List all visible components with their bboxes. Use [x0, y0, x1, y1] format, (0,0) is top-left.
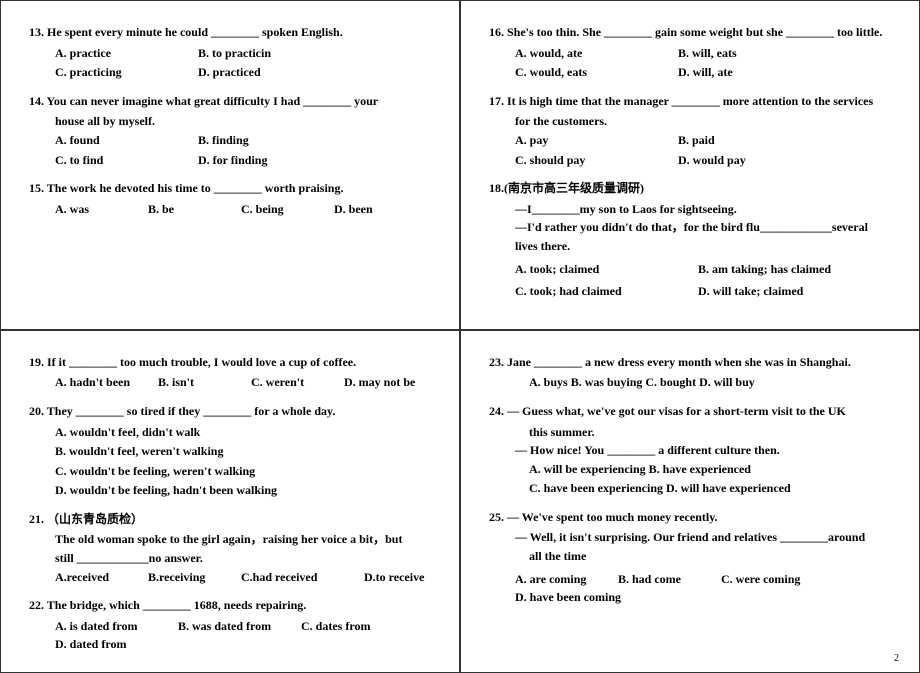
q22-opt-b: B. was dated from	[178, 617, 298, 636]
q17-opt-c: C. should pay	[515, 151, 675, 170]
question-19: 19. If it ________ too much trouble, I w…	[29, 353, 439, 392]
question-14: 14. You can never imagine what great dif…	[29, 92, 439, 169]
q22-text: 22. The bridge, which ________ 1688, nee…	[29, 596, 439, 615]
q19-opt-d: D. may not be	[344, 373, 415, 392]
q21-opt-c: C.had received	[241, 568, 361, 587]
q24-line2: this summer.	[489, 423, 899, 442]
q25-line2: — Well, it isn't surprising. Our friend …	[489, 528, 899, 547]
q25-opt-c: C. were coming	[721, 570, 841, 589]
q21-opt-d: D.to receive	[364, 568, 424, 587]
q19-opt-a: A. hadn't been	[55, 373, 155, 392]
q23-opt-d: D. will buy	[699, 375, 755, 389]
q22-opt-d: D. dated from	[55, 635, 126, 654]
q24-opt-b: B. have experienced	[649, 462, 751, 476]
cell-bottom-right: 23. Jane ________ a new dress every mont…	[460, 330, 920, 673]
q22-opt-a: A. is dated from	[55, 617, 175, 636]
q15-text: 15. The work he devoted his time to ____…	[29, 179, 439, 198]
q16-opt-a: A. would, ate	[515, 44, 675, 63]
question-22: 22. The bridge, which ________ 1688, nee…	[29, 596, 439, 654]
q19-opt-c: C. weren't	[251, 373, 341, 392]
question-24: 24. — Guess what, we've got our visas fo…	[489, 402, 899, 498]
q21-line2: still ____________no answer.	[29, 549, 439, 568]
question-23: 23. Jane ________ a new dress every mont…	[489, 353, 899, 392]
q13-opt-d: D. practiced	[198, 63, 261, 82]
q13-opt-b: B. to practicin	[198, 44, 271, 63]
q24-opt-a: A. will be experiencing	[529, 462, 646, 476]
q18-opt-b: B. am taking; has claimed	[698, 260, 831, 279]
q14-opt-c: C. to find	[55, 151, 195, 170]
q16-opt-d: D. will, ate	[678, 63, 733, 82]
q24-opt-c: C. have been experiencing	[529, 481, 663, 495]
q21-label: 21. （山东青岛质检）	[29, 510, 439, 529]
q14-text2: house all by myself.	[29, 112, 439, 131]
q15-opt-d: D. been	[334, 200, 373, 219]
q15-opt-a: A. was	[55, 200, 145, 219]
q18-opt-a: A. took; claimed	[515, 260, 695, 279]
q17-text2: for the customers.	[489, 112, 899, 131]
q24-line3: — How nice! You ________ a different cul…	[489, 441, 899, 460]
q13-opt-a: A. practice	[55, 44, 195, 63]
q22-opt-c: C. dates from	[301, 617, 401, 636]
q20-text: 20. They ________ so tired if they _____…	[29, 402, 439, 421]
q14-opt-b: B. finding	[198, 131, 249, 150]
q23-opt-c: C. bought	[645, 375, 696, 389]
question-16: 16. She's too thin. She ________ gain so…	[489, 23, 899, 82]
q25-line3: all the time	[489, 547, 899, 566]
question-13: 13. He spent every minute he could _____…	[29, 23, 439, 82]
question-25: 25. — We've spent too much money recentl…	[489, 508, 899, 607]
cell-top-left: 13. He spent every minute he could _____…	[0, 0, 460, 330]
q18-label: 18.(南京市高三年级质量调研)	[489, 179, 899, 198]
page-number: 2	[894, 651, 899, 667]
q16-text: 16. She's too thin. She ________ gain so…	[489, 23, 899, 42]
q21-opt-b: B.receiving	[148, 568, 238, 587]
q14-opt-d: D. for finding	[198, 151, 267, 170]
q20-opt-a: A. wouldn't feel, didn't walk	[29, 423, 439, 442]
q18-opt-d: D. will take; claimed	[698, 282, 803, 301]
question-21: 21. （山东青岛质检） The old woman spoke to the …	[29, 510, 439, 586]
q20-opt-c: C. wouldn't be feeling, weren't walking	[29, 462, 439, 481]
question-20: 20. They ________ so tired if they _____…	[29, 402, 439, 500]
question-15: 15. The work he devoted his time to ____…	[29, 179, 439, 218]
q23-opt-b: B. was buying	[571, 375, 643, 389]
q17-opt-d: D. would pay	[678, 151, 746, 170]
q23-text: 23. Jane ________ a new dress every mont…	[489, 353, 899, 372]
q24-opt-d: D. will have experienced	[666, 481, 791, 495]
q18-line2: —I'd rather you didn't do that，for the b…	[489, 218, 899, 237]
q17-text: 17. It is high time that the manager ___…	[489, 92, 899, 111]
q21-line1: The old woman spoke to the girl again，ra…	[29, 530, 439, 549]
q24-line1: 24. — Guess what, we've got our visas fo…	[489, 402, 899, 421]
q20-opt-b: B. wouldn't feel, weren't walking	[29, 442, 439, 461]
q13-text: 13. He spent every minute he could _____…	[29, 23, 439, 42]
q18-opt-c: C. took; had claimed	[515, 282, 695, 301]
worksheet-grid: 13. He spent every minute he could _____…	[0, 0, 920, 651]
question-17: 17. It is high time that the manager ___…	[489, 92, 899, 169]
q14-opt-a: A. found	[55, 131, 195, 150]
q20-opt-d: D. wouldn't be feeling, hadn't been walk…	[29, 481, 439, 500]
q17-opt-b: B. paid	[678, 131, 715, 150]
q23-opt-a: A. buys	[529, 375, 568, 389]
q17-opt-a: A. pay	[515, 131, 675, 150]
question-18: 18.(南京市高三年级质量调研) —I________my son to Lao…	[489, 179, 899, 301]
q16-opt-b: B. will, eats	[678, 44, 737, 63]
q14-text: 14. You can never imagine what great dif…	[29, 92, 439, 111]
q18-line1: —I________my son to Laos for sightseeing…	[489, 200, 899, 219]
q19-text: 19. If it ________ too much trouble, I w…	[29, 353, 439, 372]
cell-top-right: 16. She's too thin. She ________ gain so…	[460, 0, 920, 330]
q19-opt-b: B. isn't	[158, 373, 248, 392]
q21-opt-a: A.received	[55, 568, 145, 587]
q25-opt-d: D. have been coming	[515, 588, 621, 607]
q15-opt-b: B. be	[148, 200, 238, 219]
q16-opt-c: C. would, eats	[515, 63, 675, 82]
q25-opt-b: B. had come	[618, 570, 718, 589]
q15-opt-c: C. being	[241, 200, 331, 219]
q18-line3: lives there.	[489, 237, 899, 256]
cell-bottom-left: 19. If it ________ too much trouble, I w…	[0, 330, 460, 673]
q13-opt-c: C. practicing	[55, 63, 195, 82]
q25-line1: 25. — We've spent too much money recentl…	[489, 508, 899, 527]
q25-opt-a: A. are coming	[515, 570, 615, 589]
